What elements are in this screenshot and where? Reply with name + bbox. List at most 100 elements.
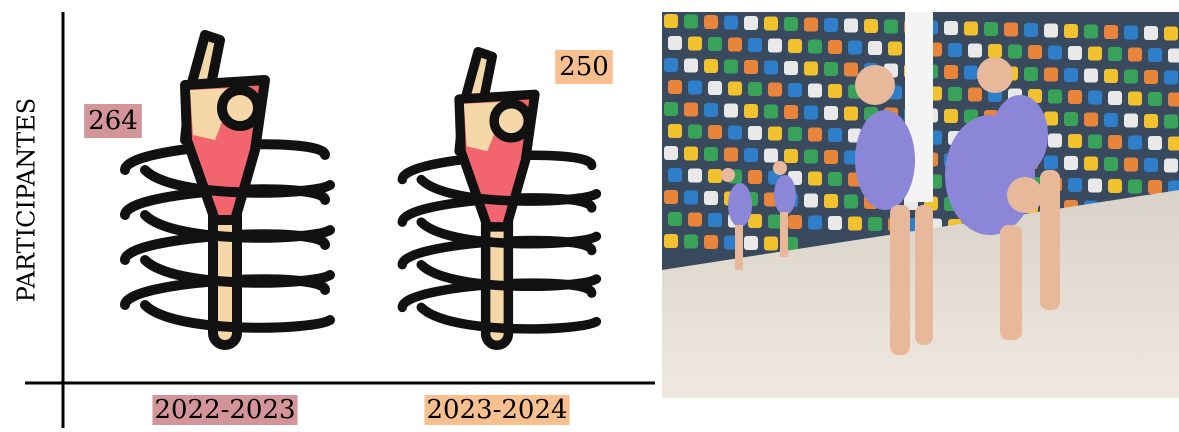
seat	[708, 125, 722, 139]
seat	[968, 88, 982, 102]
seat	[1084, 113, 1098, 127]
seat	[744, 148, 758, 162]
seat	[708, 169, 722, 183]
seat	[828, 84, 842, 98]
seat	[684, 235, 698, 249]
seat	[764, 61, 778, 75]
seat	[808, 172, 822, 186]
seat	[688, 169, 702, 183]
seat	[744, 104, 758, 118]
seat	[664, 234, 678, 248]
seat	[744, 236, 758, 250]
seat	[748, 82, 762, 96]
seat	[1048, 134, 1062, 148]
seat	[788, 83, 802, 97]
seat	[1088, 91, 1102, 105]
seat	[748, 170, 762, 184]
seat	[824, 62, 838, 76]
seat	[684, 15, 698, 29]
seat	[844, 19, 858, 33]
seat	[788, 39, 802, 53]
seat	[1144, 114, 1158, 128]
seat	[808, 40, 822, 54]
seat	[1028, 45, 1042, 59]
seat	[1108, 179, 1122, 193]
seat	[808, 128, 822, 142]
seat	[704, 191, 718, 205]
seat	[668, 168, 682, 182]
seat	[1068, 134, 1082, 148]
seat	[804, 18, 818, 32]
head	[494, 104, 528, 138]
seat	[1044, 68, 1058, 82]
seat	[1148, 136, 1162, 150]
seat	[784, 105, 798, 119]
seat	[804, 106, 818, 120]
seat	[1108, 47, 1122, 61]
seat	[1144, 26, 1158, 40]
seat	[1124, 158, 1138, 172]
seat	[804, 194, 818, 208]
x-tick-label: 2022-2023	[154, 395, 295, 425]
gymnast-icon	[402, 52, 596, 346]
seat	[664, 14, 678, 28]
seat	[944, 65, 958, 79]
seat	[1148, 48, 1162, 62]
seat	[724, 16, 738, 30]
seat	[868, 217, 882, 231]
seat	[1148, 180, 1162, 194]
value-label: 264	[88, 106, 138, 136]
seat	[884, 20, 898, 34]
seat	[1168, 93, 1179, 107]
seat	[1104, 69, 1118, 83]
seat	[728, 126, 742, 140]
seat	[1068, 178, 1082, 192]
seat	[1168, 49, 1179, 63]
seat	[684, 59, 698, 73]
seat	[1128, 136, 1142, 150]
seat	[784, 149, 798, 163]
seat	[944, 21, 958, 35]
seat	[708, 37, 722, 51]
seat	[1024, 23, 1038, 37]
seat	[804, 150, 818, 164]
seat	[1104, 25, 1118, 39]
seat	[1164, 115, 1178, 129]
seat	[824, 106, 838, 120]
seat	[1064, 68, 1078, 82]
seat	[688, 125, 702, 139]
seat	[1128, 48, 1142, 62]
seat	[744, 16, 758, 30]
head	[222, 90, 258, 126]
seat	[1148, 92, 1162, 106]
seat	[804, 62, 818, 76]
seat	[688, 213, 702, 227]
seat	[788, 127, 802, 141]
seat	[764, 237, 778, 251]
seat	[684, 103, 698, 117]
seat	[784, 17, 798, 31]
seat	[888, 42, 902, 56]
y-axis-label: PARTICIPANTES	[13, 98, 41, 303]
seat	[1068, 46, 1082, 60]
seat	[844, 107, 858, 121]
seat	[704, 15, 718, 29]
seat	[1064, 156, 1078, 170]
seat	[828, 172, 842, 186]
seat	[1088, 135, 1102, 149]
seat	[768, 83, 782, 97]
seat	[1104, 157, 1118, 171]
seat	[668, 124, 682, 138]
seat	[704, 59, 718, 73]
seat	[748, 38, 762, 52]
seat	[728, 82, 742, 96]
seat	[1144, 158, 1158, 172]
seat	[668, 212, 682, 226]
seat	[1164, 159, 1178, 173]
seat	[948, 43, 962, 57]
seat	[724, 104, 738, 118]
seat	[704, 103, 718, 117]
seat	[1084, 25, 1098, 39]
seat	[984, 22, 998, 36]
seat	[824, 194, 838, 208]
